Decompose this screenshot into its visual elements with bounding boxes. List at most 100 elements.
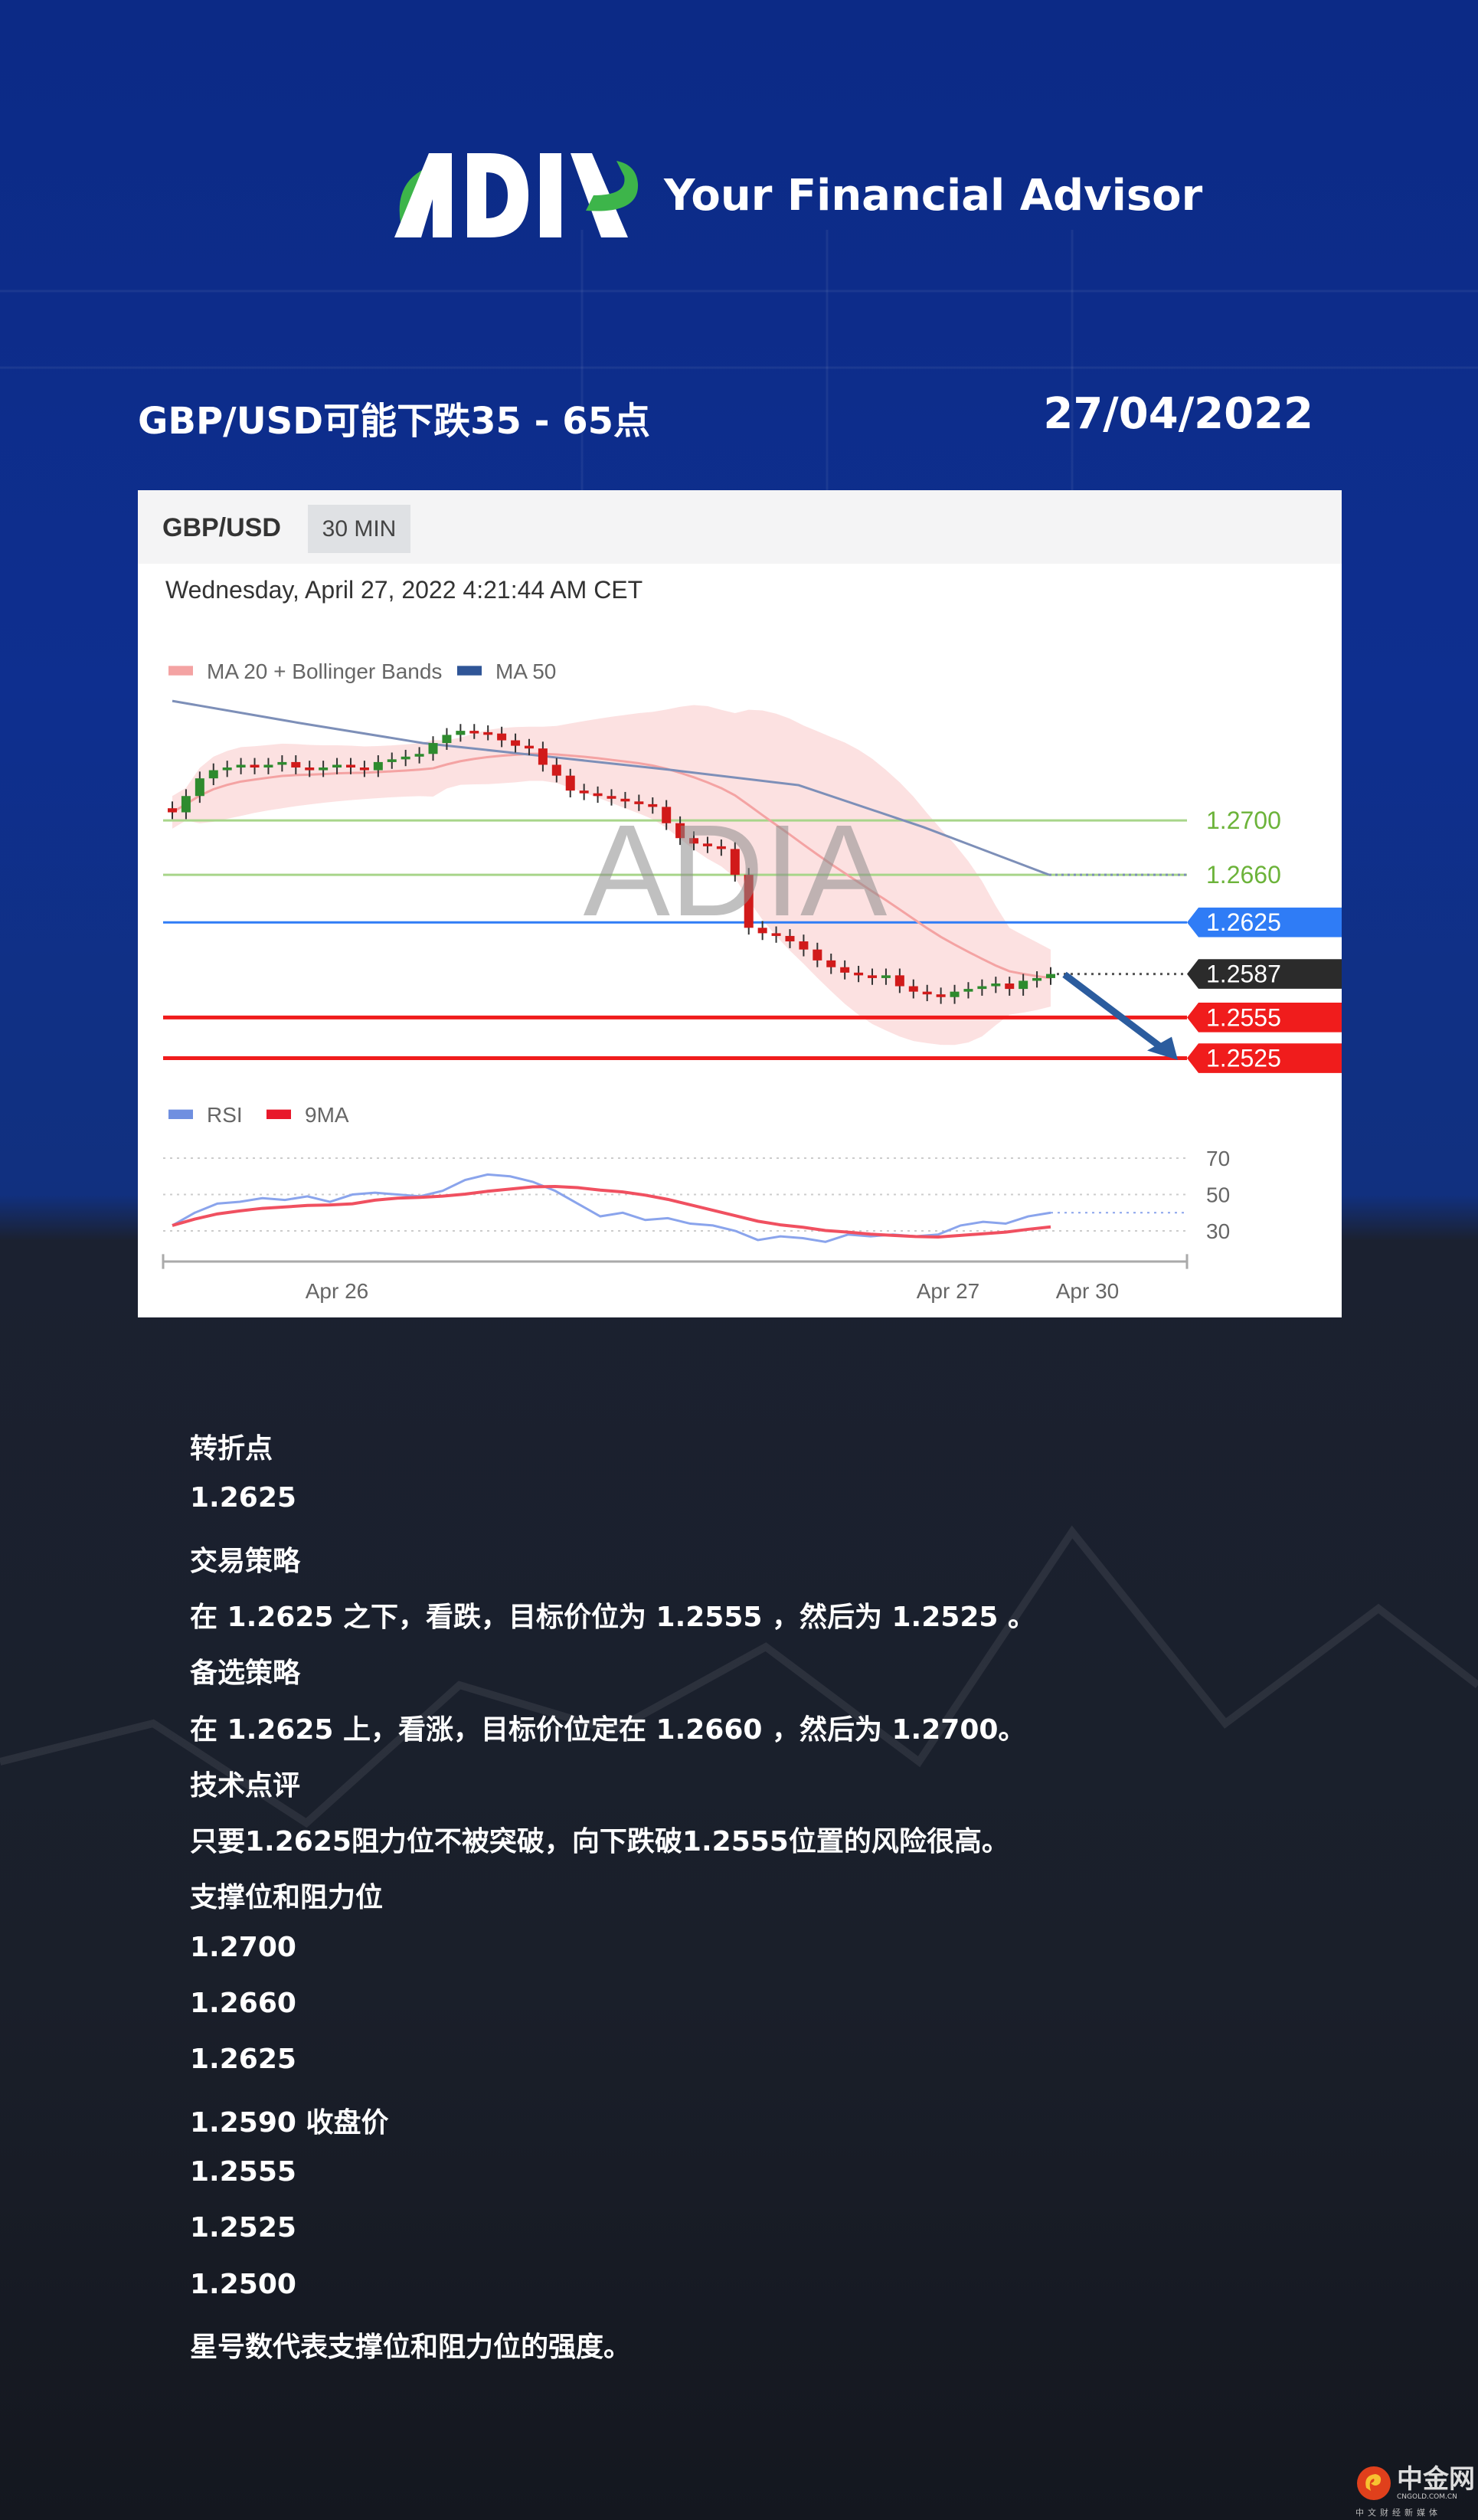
candle-body xyxy=(345,764,355,768)
analysis-line: 1.2525 xyxy=(190,2212,296,2244)
candle-body xyxy=(511,740,521,746)
candle-body xyxy=(826,960,836,967)
candle-body xyxy=(1019,980,1028,990)
rsi-level-label: 70 xyxy=(1206,1147,1230,1170)
candle-body xyxy=(277,761,287,765)
analysis-line: 星号数代表支撑位和阻力位的强度。 xyxy=(190,2331,632,2363)
timeframe-button[interactable]: 30 MIN xyxy=(308,505,410,553)
candle-body xyxy=(662,807,672,823)
chart-timestamp: Wednesday, April 27, 2022 4:21:44 AM CET xyxy=(165,576,643,604)
candle-body xyxy=(236,764,246,768)
analysis-line: 在 1.2625 上，看涨，目标价位定在 1.2660 ，然后为 1.2700。 xyxy=(190,1713,1026,1746)
candle-body xyxy=(469,731,479,734)
candle-body xyxy=(319,767,329,771)
price-tag xyxy=(1187,1043,1342,1073)
tagline: Your Financial Advisor xyxy=(664,170,1203,221)
level-label: 1.2587 xyxy=(1206,961,1281,988)
candle-body xyxy=(799,941,809,950)
source-url: CNGOLD.COM.CN xyxy=(1397,2493,1457,2501)
page-title: GBP/USD可能下跌35 - 65点 xyxy=(138,400,651,443)
candle-body xyxy=(675,823,685,839)
x-tick-label: Apr 26 xyxy=(306,1279,369,1303)
candle-body xyxy=(428,743,438,754)
candle-body xyxy=(387,759,397,762)
forecast-arrow xyxy=(1064,974,1164,1049)
level-label: 1.2660 xyxy=(1206,861,1281,889)
candle-body xyxy=(908,986,918,992)
candle-body xyxy=(771,933,781,936)
analysis-line: 技术点评 xyxy=(190,1769,301,1802)
rsi-level-label: 50 xyxy=(1206,1183,1230,1207)
candle-body xyxy=(1046,974,1055,978)
candle-body xyxy=(744,875,754,928)
candle-body xyxy=(1032,977,1042,981)
candle-body xyxy=(894,975,904,987)
report-date: 27/04/2022 xyxy=(1043,389,1313,439)
candle-body xyxy=(785,935,795,942)
legend-swatch-ma50 xyxy=(457,666,482,676)
source-slogan: 中文财经新媒体 xyxy=(1355,2508,1441,2518)
analysis-line: 转折点 xyxy=(190,1433,273,1465)
candle-body xyxy=(483,731,493,735)
source-name: 中金网 xyxy=(1397,2464,1475,2495)
candle-body xyxy=(1005,983,1015,990)
analysis-line: 备选策略 xyxy=(190,1658,301,1690)
candle-body xyxy=(497,733,507,741)
legend-swatch-9ma xyxy=(266,1109,291,1120)
price-tag xyxy=(1187,959,1342,989)
rsi-9ma-line xyxy=(172,1186,1051,1237)
candle-body xyxy=(593,793,603,797)
candle-body xyxy=(950,991,960,997)
legend-rsi: RSI xyxy=(207,1103,243,1127)
x-tick-label: Apr 27 xyxy=(917,1279,980,1303)
level-label: 1.2525 xyxy=(1206,1045,1281,1072)
analysis-line: 交易策略 xyxy=(190,1545,301,1577)
price-chart: GBP/USD 30 MIN Wednesday, April 27, 2022… xyxy=(138,490,1342,1317)
level-label: 1.2555 xyxy=(1206,1003,1281,1031)
candle-body xyxy=(208,770,218,779)
adia-logo-icon xyxy=(394,153,639,237)
candle-body xyxy=(936,994,946,997)
candle-body xyxy=(195,778,204,797)
legend-swatch-rsi xyxy=(168,1109,193,1120)
candle-body xyxy=(854,972,864,976)
price-tag xyxy=(1187,1003,1342,1033)
chart-header: GBP/USD 30 MIN xyxy=(138,490,1342,564)
forecast-arrow-head xyxy=(1147,1036,1178,1060)
legend-ma50: MA 50 xyxy=(495,659,556,683)
price-tag xyxy=(1187,907,1342,938)
level-label: 1.2625 xyxy=(1206,908,1281,936)
candle-body xyxy=(373,761,383,771)
ma50-line xyxy=(172,701,1049,875)
symbol-label: GBP/USD xyxy=(162,513,281,542)
candle-body xyxy=(442,735,452,744)
candle-body xyxy=(868,975,878,978)
candle-body xyxy=(579,790,589,794)
chart-text-layer: ADIA MA 20 + Bollinger Bands MA 50 RSI 9… xyxy=(207,659,1281,1303)
candle-body xyxy=(648,803,658,807)
analysis-line: 1.2500 xyxy=(190,2268,296,2300)
legend-9ma: 9MA xyxy=(305,1103,349,1127)
candle-body xyxy=(414,754,424,757)
candle-body xyxy=(181,796,191,813)
legend-ma20: MA 20 + Bollinger Bands xyxy=(207,659,442,683)
legend-swatch-ma20 xyxy=(168,666,193,676)
candle-body xyxy=(813,949,822,961)
candle-body xyxy=(689,838,699,844)
candle-body xyxy=(977,986,987,990)
candle-body xyxy=(716,846,726,849)
candle-body xyxy=(263,764,273,768)
cngold-logo-icon xyxy=(1357,2466,1391,2500)
candle-body xyxy=(607,796,616,799)
candle-body xyxy=(456,731,466,735)
candle-body xyxy=(634,801,644,804)
candle-body xyxy=(250,764,260,768)
candle-body xyxy=(922,991,932,995)
candle-body xyxy=(538,748,548,765)
analysis-line: 1.2625 xyxy=(190,2044,296,2076)
candle-body xyxy=(702,843,712,846)
candle-body xyxy=(840,967,850,973)
chart-watermark: ADIA xyxy=(584,798,888,944)
candle-body xyxy=(332,764,342,768)
analysis-line: 1.2700 xyxy=(190,1931,296,1963)
